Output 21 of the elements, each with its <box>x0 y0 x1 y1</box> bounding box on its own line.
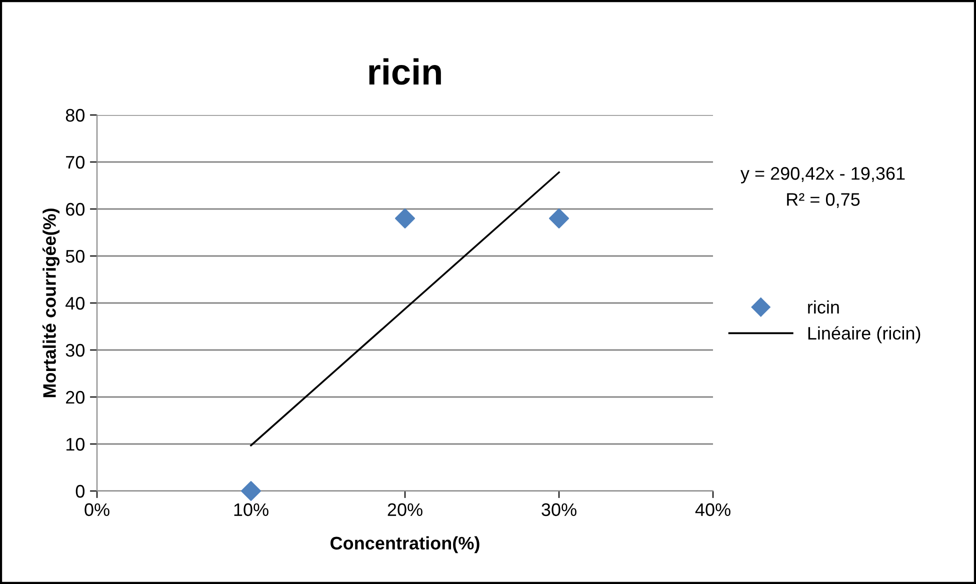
y-tick-label: 0 <box>76 484 84 498</box>
y-tick-label: 50 <box>66 250 84 263</box>
chart-title: ricin <box>369 58 441 85</box>
text: R² = 0,75 <box>787 193 860 208</box>
text: y = 290,42x - 19,361 <box>740 167 905 184</box>
y-tick-label: 30 <box>66 344 84 357</box>
legend-label: ricin <box>808 300 839 314</box>
y-tick-label: 70 <box>66 156 84 169</box>
y-tick-label: 20 <box>66 390 84 404</box>
x-axis-title: Concentration(%) <box>330 536 480 554</box>
y-tick-label: 10 <box>66 438 84 451</box>
y-axis-title: Mortalité courrigée(%) <box>42 208 60 398</box>
x-tick-label: 10% <box>234 503 268 516</box>
y-tick-label: 40 <box>66 296 84 310</box>
x-tick-label: 40% <box>695 503 730 516</box>
x-tick-label: 20% <box>388 503 422 516</box>
x-tick-label: 30% <box>542 503 576 516</box>
y-tick-label: 60 <box>66 202 84 216</box>
x-tick-label: 0% <box>84 503 110 516</box>
y-tick-label: 80 <box>66 108 84 122</box>
legend-label: Linéaire (ricin) <box>808 326 920 344</box>
